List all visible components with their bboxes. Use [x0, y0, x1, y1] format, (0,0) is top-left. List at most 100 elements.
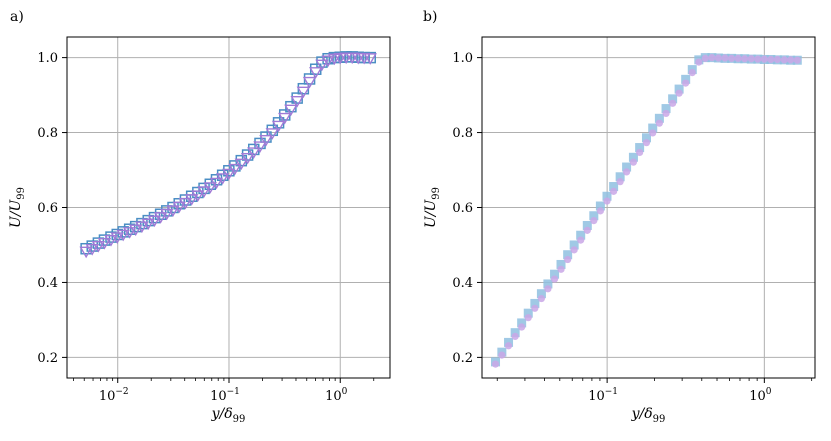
y-axis-label: U/U99	[423, 187, 442, 228]
y-tick-label: 0.2	[37, 351, 58, 366]
marker-circle	[557, 265, 565, 273]
marker-square	[615, 172, 625, 182]
marker-triangle	[172, 201, 186, 214]
marker-triangle	[215, 173, 230, 185]
marker-circle	[603, 197, 611, 205]
y-tick-label: 1.0	[452, 51, 473, 66]
x-tick-label: 10−2	[99, 387, 129, 404]
panel-b: 10−1 100 0.2 0.4 0.6 0.8 1.0 b) y/δ99 U/U99	[423, 9, 816, 425]
marker-square	[668, 94, 678, 104]
marker-circle	[688, 68, 696, 77]
marker-triangle	[234, 158, 249, 171]
marker-circle	[655, 119, 663, 127]
y-tick-label: 1.0	[37, 51, 58, 66]
marker-circle	[544, 285, 552, 293]
marker-square	[563, 250, 573, 260]
marker-triangle	[296, 86, 311, 99]
marker-circle	[518, 323, 526, 331]
marker-triangle	[197, 186, 211, 198]
panel-label: b)	[423, 9, 437, 25]
x-tick-exponent: −1	[605, 387, 618, 397]
marker-triangle	[166, 205, 180, 218]
x-tick-label: 10−1	[210, 387, 240, 404]
marker-circle	[708, 54, 716, 62]
marker-triangle	[79, 246, 93, 259]
marker-circle	[629, 158, 638, 166]
marker-circle	[669, 99, 677, 107]
marker-triangle	[284, 104, 298, 117]
marker-triangle	[259, 134, 273, 147]
marker-circle	[590, 217, 598, 225]
marker-square	[536, 289, 546, 299]
marker-square	[576, 230, 586, 240]
marker-circle	[524, 314, 532, 322]
marker-square	[648, 123, 658, 133]
marker-circle	[741, 55, 749, 63]
marker-square	[523, 308, 533, 318]
x-tick-exponent: −2	[115, 387, 128, 397]
marker-square	[297, 82, 310, 95]
marker-triangle	[290, 96, 304, 108]
y-tick-label: 0.6	[452, 201, 473, 216]
marker-triangle	[191, 190, 205, 203]
marker-square	[530, 298, 540, 308]
plot-frame	[66, 36, 391, 379]
series-1	[491, 54, 801, 368]
marker-circle	[695, 58, 703, 66]
marker-circle	[780, 56, 788, 64]
plot-frame	[481, 36, 816, 379]
x-axis-label: y/δ99	[631, 406, 666, 425]
marker-triangle	[309, 67, 323, 79]
y-tick-label: 0.4	[37, 276, 58, 291]
marker-triangle	[228, 163, 242, 176]
marker-triangle	[104, 235, 118, 247]
marker-square	[661, 104, 671, 114]
y-tick-label: 0.6	[37, 201, 58, 216]
marker-square	[674, 84, 684, 94]
marker-circle	[504, 342, 513, 350]
marker-circle	[721, 54, 729, 62]
marker-circle	[511, 332, 519, 341]
x-tick-label: 100	[749, 387, 772, 404]
x-tick-exponent: 0	[766, 387, 772, 397]
marker-square	[635, 143, 645, 153]
marker-circle	[596, 207, 604, 215]
marker-triangle	[321, 55, 335, 68]
marker-triangle	[265, 128, 280, 140]
marker-square	[602, 191, 612, 201]
marker-triangle	[253, 141, 267, 153]
marker-circle	[531, 304, 539, 312]
y-tick-label: 0.8	[452, 126, 473, 141]
marker-square	[543, 279, 553, 289]
marker-circle	[636, 148, 644, 157]
marker-circle	[675, 89, 683, 97]
marker-circle	[583, 226, 591, 234]
marker-triangle	[135, 221, 149, 234]
marker-square	[510, 328, 520, 338]
marker-circle	[550, 275, 559, 283]
marker-triangle	[184, 194, 199, 206]
marker-square	[628, 152, 638, 162]
marker-square	[654, 113, 664, 123]
marker-circle	[754, 55, 762, 63]
marker-circle	[760, 55, 768, 63]
marker-circle	[491, 360, 500, 368]
marker-triangle	[327, 53, 342, 66]
marker-circle	[734, 54, 742, 62]
marker-triangle	[271, 120, 286, 133]
marker-triangle	[122, 227, 137, 239]
marker-triangle	[203, 182, 217, 194]
marker-circle	[498, 351, 506, 359]
marker-triangle	[110, 232, 124, 245]
marker-triangle	[222, 168, 236, 181]
marker-square	[609, 182, 619, 192]
marker-circle	[564, 255, 572, 264]
x-tick-exponent: −1	[227, 387, 240, 397]
marker-circle	[622, 168, 631, 176]
x-axis-label: y/δ99	[211, 406, 246, 425]
series-1	[79, 52, 377, 259]
marker-circle	[537, 294, 546, 303]
marker-circle	[570, 246, 578, 254]
